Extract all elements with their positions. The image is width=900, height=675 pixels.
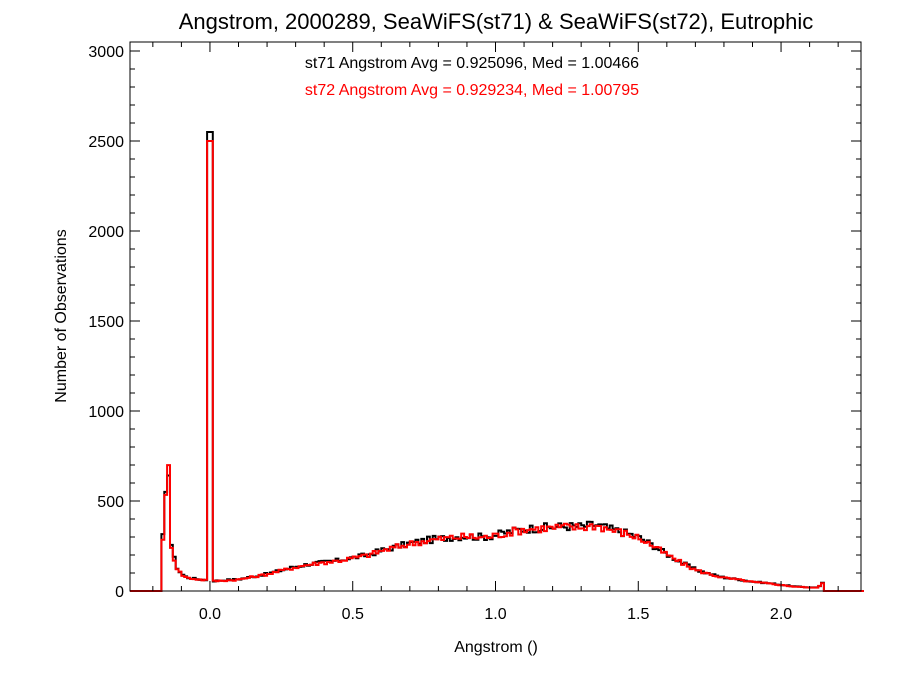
x-tick-label: 1.0 [484, 606, 506, 623]
annotation-st71: st71 Angstrom Avg = 0.925096, Med = 1.00… [305, 55, 639, 72]
x-axis-label: Angstrom () [454, 639, 538, 656]
y-tick-label: 1000 [88, 404, 124, 421]
ticks-layer: 0.0 0.5 1.0 1.5 2.0 0 500 1000 1500 2000 2500 3000 [88, 42, 861, 623]
series-st72-line [130, 140, 864, 592]
y-tick-label: 2500 [88, 134, 124, 151]
annotation-st72: st72 Angstrom Avg = 0.929234, Med = 1.00… [305, 82, 639, 99]
chart-title: Angstrom, 2000289, SeaWiFS(st71) & SeaWi… [179, 9, 814, 34]
y-axis-label: Number of Observations [53, 229, 70, 402]
plot-frame [129, 41, 862, 592]
y-tick-label: 3000 [88, 44, 124, 61]
y-tick-label: 2000 [88, 224, 124, 241]
series-layer [130, 131, 864, 592]
y-tick-label: 0 [115, 584, 124, 601]
series-st71-line [130, 131, 864, 592]
x-tick-label: 0.5 [342, 606, 364, 623]
x-tick-label: 0.0 [199, 606, 221, 623]
x-tick-label: 1.5 [627, 606, 649, 623]
y-tick-label: 1500 [88, 314, 124, 331]
plot-area: 0.0 0.5 1.0 1.5 2.0 0 500 1000 1500 2000 2500 3000 [88, 41, 864, 623]
x-tick-label: 2.0 [770, 606, 792, 623]
y-tick-label: 500 [97, 494, 124, 511]
